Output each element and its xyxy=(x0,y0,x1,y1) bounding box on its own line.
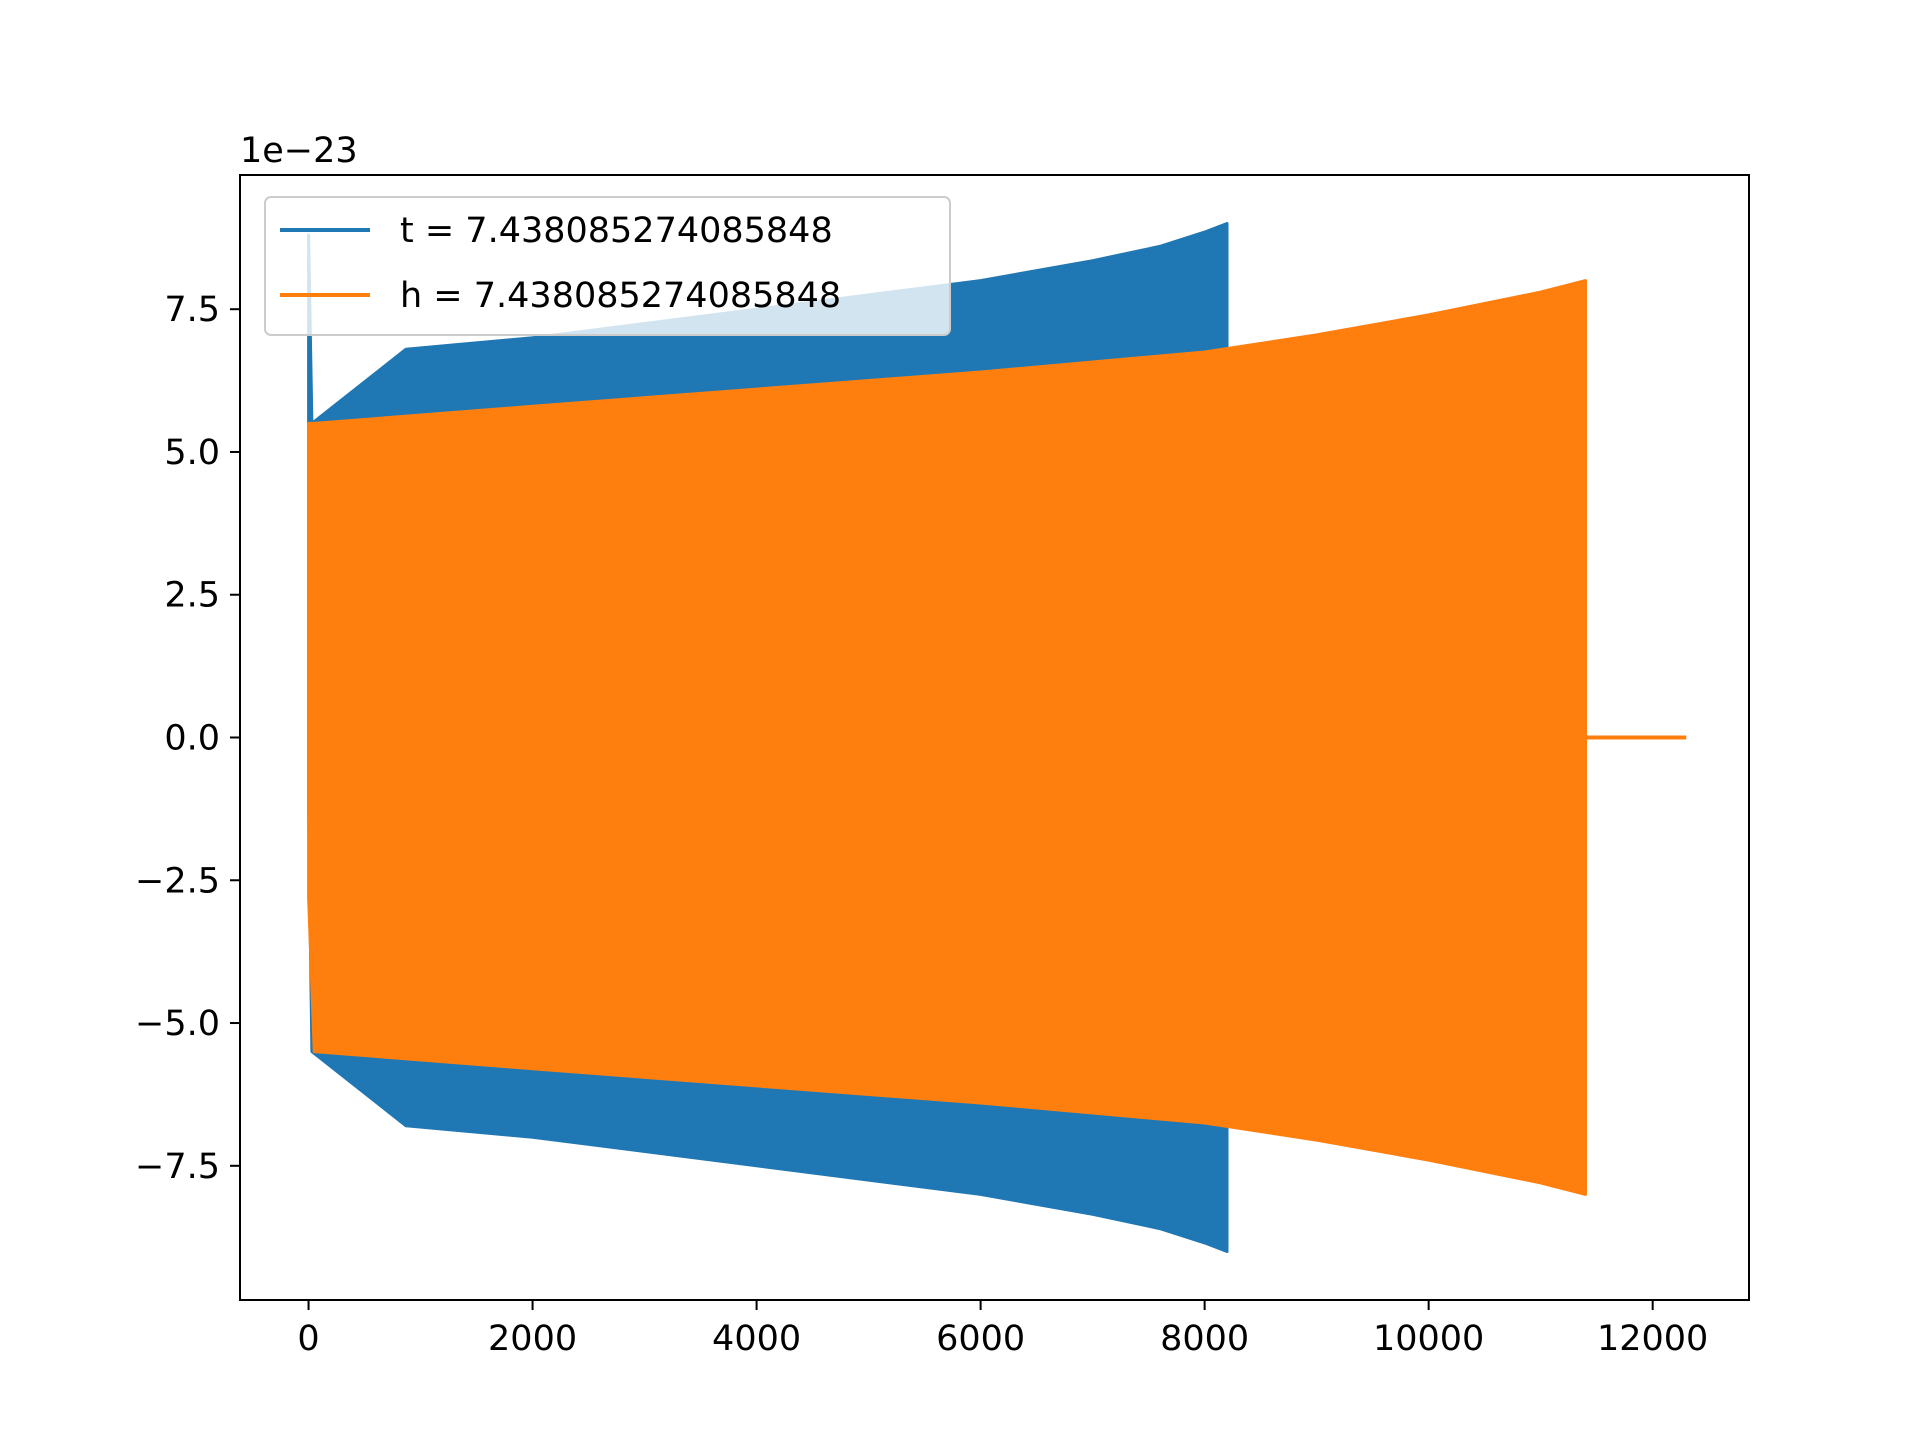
legend-label-h: h = 7.438085274085848 xyxy=(400,276,841,316)
y-tick-label: 7.5 xyxy=(164,290,220,330)
x-tick-label: 10000 xyxy=(1373,1319,1484,1359)
y-tick-label: −7.5 xyxy=(135,1147,220,1187)
legend-label-t: t = 7.438085274085848 xyxy=(400,211,833,251)
y-offset-label: 1e−23 xyxy=(240,131,358,171)
y-tick-label: −2.5 xyxy=(135,861,220,901)
legend: t = 7.438085274085848 h = 7.438085274085… xyxy=(264,196,951,336)
x-tick-label: 8000 xyxy=(1160,1319,1249,1359)
series-layer xyxy=(307,222,1687,1253)
y-tick-label: 2.5 xyxy=(164,576,220,616)
x-tick-label: 2000 xyxy=(488,1319,577,1359)
y-tick-label: 0.0 xyxy=(164,719,220,759)
x-tick-label: 6000 xyxy=(936,1319,1025,1359)
legend-box xyxy=(264,196,951,336)
y-tick-label: −5.0 xyxy=(135,1004,220,1044)
series-h-envelope xyxy=(307,279,1587,1196)
x-axis: 0 2000 4000 6000 8000 10000 12000 xyxy=(297,1300,1708,1359)
y-axis: −7.5 −5.0 −2.5 0.0 2.5 5.0 7.5 xyxy=(135,290,240,1187)
x-tick-label: 0 xyxy=(297,1319,319,1359)
x-tick-label: 12000 xyxy=(1597,1319,1708,1359)
x-tick-label: 4000 xyxy=(712,1319,801,1359)
y-tick-label: 5.0 xyxy=(164,433,220,473)
